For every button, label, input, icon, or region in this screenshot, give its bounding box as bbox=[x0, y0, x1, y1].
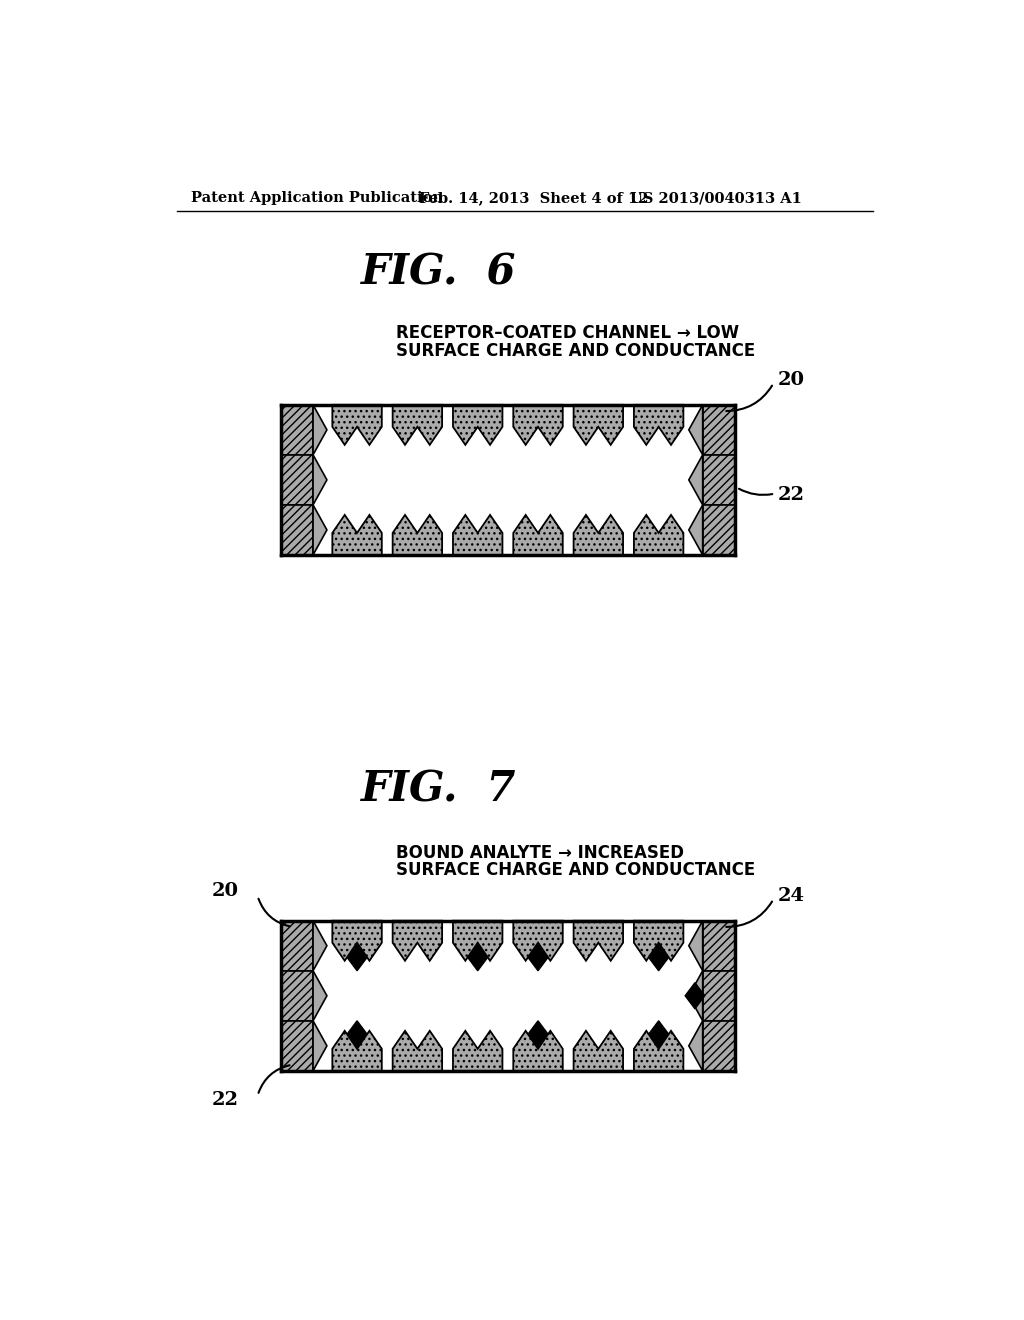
Polygon shape bbox=[347, 945, 367, 970]
Text: Patent Application Publication: Patent Application Publication bbox=[190, 191, 442, 206]
Polygon shape bbox=[333, 1031, 382, 1071]
Polygon shape bbox=[649, 945, 669, 970]
Polygon shape bbox=[333, 515, 382, 554]
Polygon shape bbox=[528, 945, 548, 970]
Polygon shape bbox=[392, 405, 442, 445]
Polygon shape bbox=[313, 405, 327, 455]
Polygon shape bbox=[453, 921, 503, 961]
Polygon shape bbox=[649, 1020, 669, 1047]
Polygon shape bbox=[313, 1020, 327, 1071]
Polygon shape bbox=[689, 506, 702, 554]
Polygon shape bbox=[313, 506, 327, 554]
Polygon shape bbox=[453, 1031, 503, 1071]
Text: FIG.  7: FIG. 7 bbox=[360, 768, 516, 810]
Polygon shape bbox=[685, 982, 705, 1008]
Polygon shape bbox=[689, 455, 702, 506]
Polygon shape bbox=[634, 515, 683, 554]
Polygon shape bbox=[513, 515, 563, 554]
Polygon shape bbox=[313, 970, 327, 1020]
Polygon shape bbox=[689, 921, 702, 970]
Bar bbox=[702, 1020, 735, 1071]
Polygon shape bbox=[347, 1020, 367, 1047]
Polygon shape bbox=[333, 405, 382, 445]
Polygon shape bbox=[392, 1031, 442, 1071]
Text: SURFACE CHARGE AND CONDUCTANCE: SURFACE CHARGE AND CONDUCTANCE bbox=[396, 862, 756, 879]
Text: FIG.  6: FIG. 6 bbox=[360, 251, 516, 293]
Polygon shape bbox=[453, 515, 503, 554]
Polygon shape bbox=[528, 1020, 548, 1047]
Text: SURFACE CHARGE AND CONDUCTANCE: SURFACE CHARGE AND CONDUCTANCE bbox=[396, 342, 756, 359]
Bar bbox=[702, 455, 735, 506]
Polygon shape bbox=[333, 921, 382, 961]
Polygon shape bbox=[573, 921, 623, 961]
Polygon shape bbox=[453, 405, 503, 445]
Bar bbox=[281, 1020, 313, 1071]
Bar bbox=[281, 921, 313, 970]
Polygon shape bbox=[634, 921, 683, 961]
Polygon shape bbox=[392, 921, 442, 961]
Text: BOUND ANALYTE → INCREASED: BOUND ANALYTE → INCREASED bbox=[396, 843, 684, 862]
Polygon shape bbox=[689, 1020, 702, 1071]
Bar bbox=[281, 405, 313, 455]
Polygon shape bbox=[689, 405, 702, 455]
Polygon shape bbox=[513, 921, 563, 961]
Polygon shape bbox=[573, 1031, 623, 1071]
Polygon shape bbox=[468, 945, 487, 970]
Polygon shape bbox=[513, 1031, 563, 1071]
Text: 20: 20 bbox=[211, 883, 239, 900]
Polygon shape bbox=[634, 1031, 683, 1071]
Polygon shape bbox=[573, 405, 623, 445]
Bar bbox=[281, 506, 313, 554]
Polygon shape bbox=[573, 515, 623, 554]
Bar bbox=[281, 970, 313, 1020]
Bar bbox=[702, 506, 735, 554]
Polygon shape bbox=[689, 970, 702, 1020]
Bar bbox=[281, 455, 313, 506]
Polygon shape bbox=[313, 455, 327, 506]
Text: 20: 20 bbox=[777, 371, 805, 389]
Polygon shape bbox=[634, 405, 683, 445]
Bar bbox=[702, 405, 735, 455]
Polygon shape bbox=[313, 921, 327, 970]
Text: RECEPTOR–COATED CHANNEL → LOW: RECEPTOR–COATED CHANNEL → LOW bbox=[396, 323, 739, 342]
Polygon shape bbox=[513, 405, 563, 445]
Text: 22: 22 bbox=[778, 486, 805, 504]
Text: 24: 24 bbox=[777, 887, 805, 906]
Text: US 2013/0040313 A1: US 2013/0040313 A1 bbox=[630, 191, 802, 206]
Bar bbox=[702, 921, 735, 970]
Text: 22: 22 bbox=[211, 1092, 239, 1109]
Bar bbox=[702, 970, 735, 1020]
Polygon shape bbox=[392, 515, 442, 554]
Text: Feb. 14, 2013  Sheet 4 of 12: Feb. 14, 2013 Sheet 4 of 12 bbox=[419, 191, 649, 206]
